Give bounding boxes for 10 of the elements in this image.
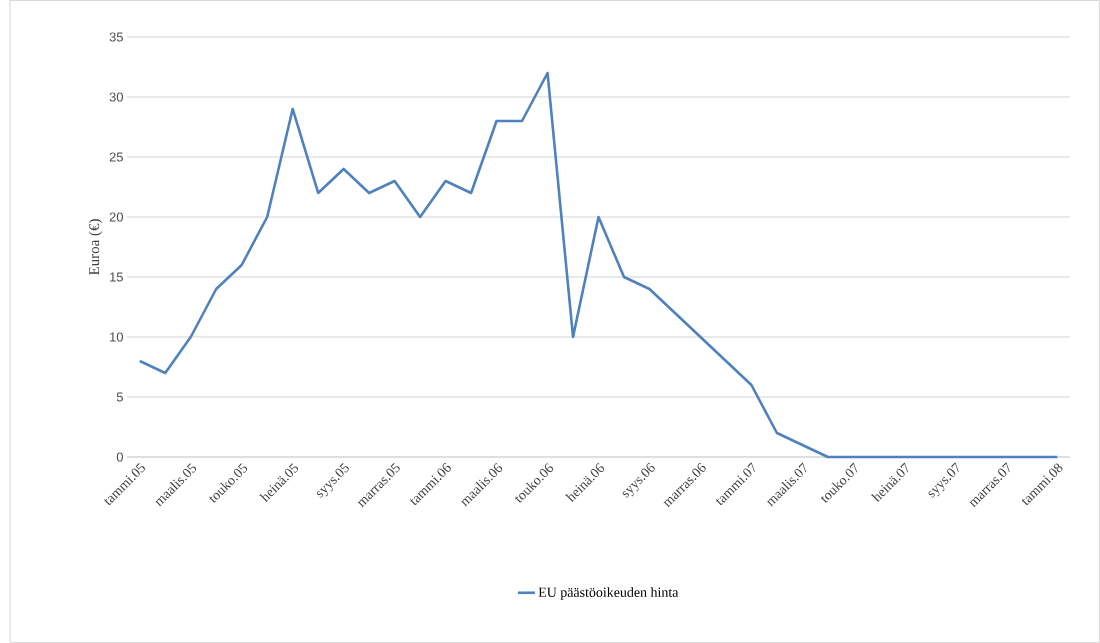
y-axis-title: Euroa (€) xyxy=(88,219,103,275)
y-tick-label: 10 xyxy=(110,332,123,342)
y-tick-label: 25 xyxy=(109,152,123,162)
y-tick-label: 15 xyxy=(110,272,123,282)
y-tick-label: 35 xyxy=(109,32,123,42)
y-tick-label: 5 xyxy=(116,392,123,402)
y-tick-label: 30 xyxy=(109,92,123,102)
legend-label: EU päästöoikeuden hinta xyxy=(538,587,679,600)
y-tick-label: 20 xyxy=(109,212,123,222)
y-tick-label: 0 xyxy=(116,452,123,462)
